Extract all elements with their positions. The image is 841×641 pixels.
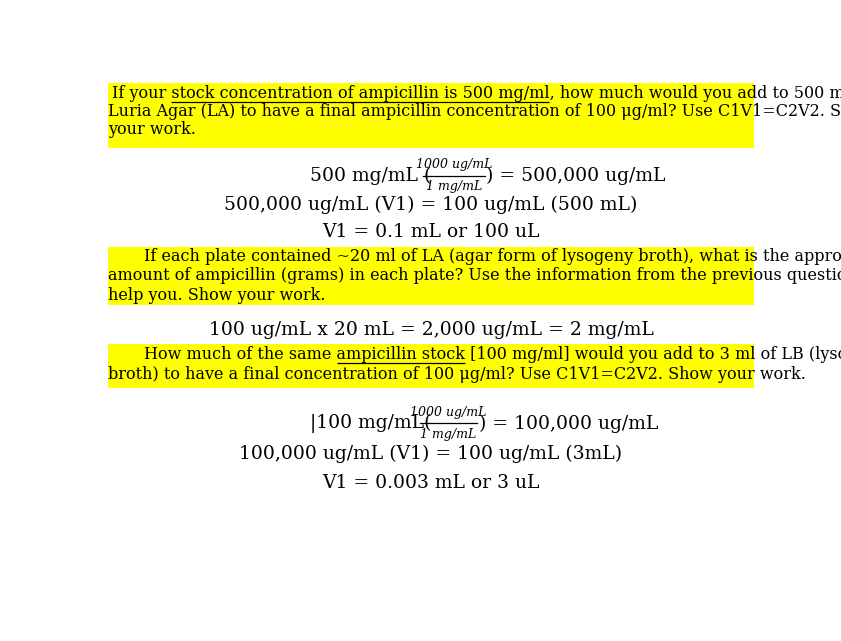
Text: 100,000 ug/mL (V1) = 100 ug/mL (3mL): 100,000 ug/mL (V1) = 100 ug/mL (3mL)	[240, 444, 622, 463]
Text: If your stock concentration of ampicillin is 500 mg/ml, how much would you add t: If your stock concentration of ampicilli…	[112, 85, 841, 102]
Text: ) = 100,000 ug/mL: ) = 100,000 ug/mL	[479, 414, 658, 433]
Text: If each plate contained ~20 ml of LA (agar form of lysogeny broth), what is the : If each plate contained ~20 ml of LA (ag…	[144, 248, 841, 265]
Text: ) = 500,000 ug/mL: ) = 500,000 ug/mL	[486, 167, 666, 185]
Text: your work.: your work.	[108, 121, 196, 138]
FancyBboxPatch shape	[108, 344, 754, 388]
Text: 1 mg/mL: 1 mg/mL	[420, 428, 477, 441]
Text: V1 = 0.003 mL or 3 uL: V1 = 0.003 mL or 3 uL	[322, 474, 540, 492]
Text: 500 mg/mL (: 500 mg/mL (	[309, 167, 431, 185]
FancyBboxPatch shape	[108, 247, 754, 305]
FancyBboxPatch shape	[108, 83, 754, 147]
Text: 1000 ug/mL: 1000 ug/mL	[410, 406, 487, 419]
Text: 1 mg/mL: 1 mg/mL	[426, 180, 482, 193]
Text: How much of the same ampicillin stock [100 mg/ml] would you add to 3 ml of LB (l: How much of the same ampicillin stock [1…	[144, 345, 841, 363]
Text: V1 = 0.1 mL or 100 uL: V1 = 0.1 mL or 100 uL	[322, 223, 540, 241]
Text: |100 mg/mL(: |100 mg/mL(	[309, 414, 431, 433]
Text: 100 ug/mL x 20 mL = 2,000 ug/mL = 2 mg/mL: 100 ug/mL x 20 mL = 2,000 ug/mL = 2 mg/m…	[209, 321, 653, 339]
Text: 1000 ug/mL: 1000 ug/mL	[415, 158, 492, 171]
Text: 500,000 ug/mL (V1) = 100 ug/mL (500 mL): 500,000 ug/mL (V1) = 100 ug/mL (500 mL)	[225, 196, 637, 214]
Text: Luria Agar (LA) to have a final ampicillin concentration of 100 μg/ml? Use C1V1=: Luria Agar (LA) to have a final ampicill…	[108, 103, 841, 120]
Text: amount of ampicillin (grams) in each plate? Use the information from the previou: amount of ampicillin (grams) in each pla…	[108, 267, 841, 284]
Text: broth) to have a final concentration of 100 μg/ml? Use C1V1=C2V2. Show your work: broth) to have a final concentration of …	[108, 365, 807, 383]
Text: help you. Show your work.: help you. Show your work.	[108, 287, 325, 304]
